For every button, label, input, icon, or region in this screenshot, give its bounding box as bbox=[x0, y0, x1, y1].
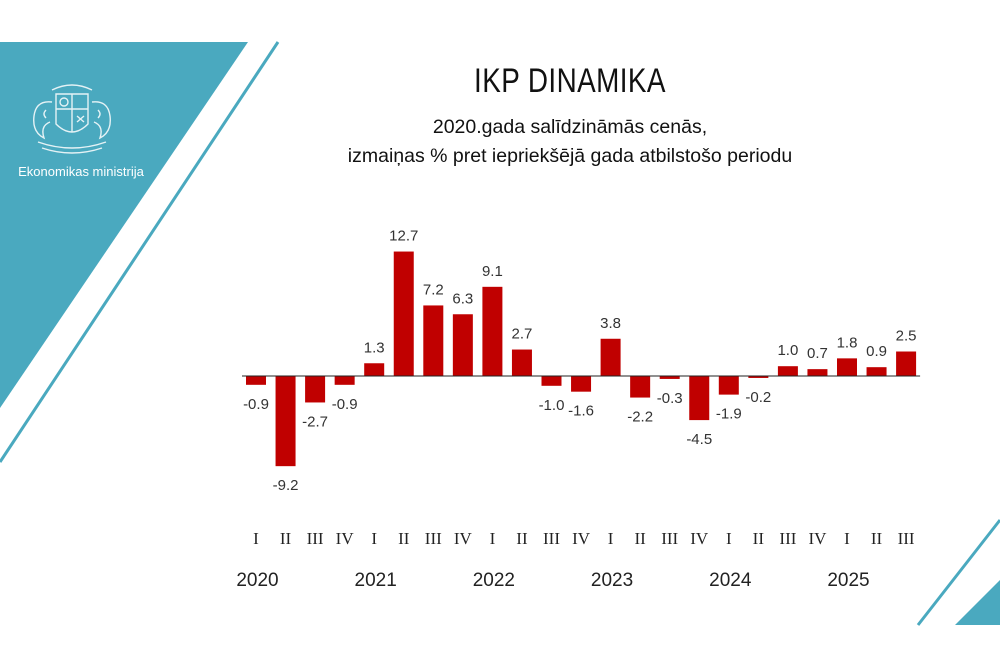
quarter-label-12: I bbox=[608, 529, 614, 548]
quarter-label-22: III bbox=[898, 529, 915, 548]
quarter-label-11: IV bbox=[572, 529, 591, 548]
bar-17 bbox=[748, 376, 769, 378]
bar-10 bbox=[541, 376, 562, 386]
chart-subtitle-line2: izmaiņas % pret iepriekšējā gada atbilst… bbox=[347, 145, 793, 167]
quarter-label-10: III bbox=[543, 529, 560, 548]
bar-18 bbox=[777, 366, 798, 376]
value-label-1: -9.2 bbox=[273, 477, 299, 494]
value-label-16: -1.9 bbox=[716, 406, 742, 423]
bar-6 bbox=[423, 305, 444, 376]
bars-group bbox=[246, 251, 917, 467]
value-label-3: -0.9 bbox=[332, 396, 358, 413]
value-label-8: 9.1 bbox=[482, 263, 503, 280]
year-label-2024: 2024 bbox=[709, 570, 752, 591]
quarter-label-17: II bbox=[753, 529, 765, 548]
value-label-15: -4.5 bbox=[686, 431, 712, 448]
quarter-label-16: I bbox=[726, 529, 732, 548]
quarter-label-4: I bbox=[371, 529, 377, 548]
bar-5 bbox=[393, 251, 414, 376]
left-teal-panel bbox=[0, 42, 248, 408]
bar-13 bbox=[630, 376, 651, 398]
org-name: Ekonomikas ministrija bbox=[18, 164, 144, 179]
quarter-labels-group: I II III IV I II III IV I II III IV I II III IV I II III IV… bbox=[253, 529, 915, 548]
year-label-2022: 2022 bbox=[473, 570, 515, 591]
value-label-18: 1.0 bbox=[777, 342, 798, 359]
bar-21 bbox=[866, 367, 887, 376]
value-label-2: -2.7 bbox=[302, 413, 328, 430]
quarter-label-13: II bbox=[634, 529, 646, 548]
bottom-right-diagonal-line bbox=[916, 519, 1000, 626]
quarter-label-7: IV bbox=[454, 529, 473, 548]
bar-14 bbox=[659, 376, 680, 379]
value-label-21: 0.9 bbox=[866, 343, 887, 360]
bar-7 bbox=[452, 314, 473, 376]
value-labels-group: -0.9-9.2-2.7-0.91.312.77.26.39.12.7-1.0-… bbox=[243, 228, 916, 495]
bar-1 bbox=[275, 376, 296, 467]
value-label-12: 3.8 bbox=[600, 315, 621, 332]
value-label-10: -1.0 bbox=[539, 397, 565, 414]
quarter-label-14: III bbox=[661, 529, 678, 548]
quarter-label-15: IV bbox=[690, 529, 709, 548]
quarter-label-5: II bbox=[398, 529, 410, 548]
year-labels-group: 2020 2021 2022 2023 2024 2025 bbox=[236, 570, 869, 591]
bar-9 bbox=[511, 349, 532, 376]
quarter-label-8: I bbox=[490, 529, 496, 548]
quarter-label-19: IV bbox=[808, 529, 827, 548]
value-label-19: 0.7 bbox=[807, 345, 828, 362]
year-label-2021: 2021 bbox=[355, 570, 397, 591]
value-label-4: 1.3 bbox=[364, 339, 385, 356]
bar-19 bbox=[807, 369, 828, 376]
bar-16 bbox=[718, 376, 739, 395]
quarter-label-20: I bbox=[844, 529, 850, 548]
quarter-label-18: III bbox=[779, 529, 796, 548]
quarter-label-2: III bbox=[307, 529, 324, 548]
value-label-11: -1.6 bbox=[568, 403, 594, 420]
bar-20 bbox=[837, 358, 857, 376]
quarter-label-6: III bbox=[425, 529, 442, 548]
bar-8 bbox=[482, 286, 503, 376]
year-label-2023: 2023 bbox=[591, 570, 633, 591]
bottom-right-teal-panel bbox=[955, 580, 1000, 625]
year-label-2025: 2025 bbox=[827, 570, 869, 591]
chart-subtitle-line1: 2020.gada salīdzināmās cenās, bbox=[432, 116, 708, 138]
quarter-label-3: IV bbox=[336, 529, 355, 548]
bar-15 bbox=[689, 376, 710, 421]
bar-3 bbox=[334, 376, 355, 385]
value-label-0: -0.9 bbox=[243, 396, 269, 413]
value-label-9: 2.7 bbox=[512, 326, 533, 343]
bar-22 bbox=[896, 351, 917, 376]
latvia-coat-of-arms-icon bbox=[33, 84, 111, 154]
value-label-22: 2.5 bbox=[896, 328, 917, 345]
quarter-label-0: I bbox=[253, 529, 259, 548]
bar-2 bbox=[305, 376, 326, 403]
left-diagonal-line bbox=[0, 41, 280, 463]
quarter-label-1: II bbox=[280, 529, 292, 548]
bar-0 bbox=[246, 376, 266, 385]
chart-title: IKP DINAMIKA bbox=[474, 62, 666, 100]
year-label-2020: 2020 bbox=[236, 570, 278, 591]
quarter-label-9: II bbox=[516, 529, 528, 548]
bar-11 bbox=[571, 376, 592, 392]
value-label-17: -0.2 bbox=[745, 389, 771, 406]
value-label-6: 7.2 bbox=[423, 281, 444, 298]
bar-4 bbox=[364, 363, 385, 376]
bar-12 bbox=[600, 338, 621, 376]
value-label-20: 1.8 bbox=[837, 334, 858, 351]
value-label-13: -2.2 bbox=[627, 409, 653, 426]
quarter-label-21: II bbox=[871, 529, 883, 548]
value-label-14: -0.3 bbox=[657, 390, 683, 407]
value-label-7: 6.3 bbox=[452, 290, 473, 307]
value-label-5: 12.7 bbox=[389, 228, 418, 245]
